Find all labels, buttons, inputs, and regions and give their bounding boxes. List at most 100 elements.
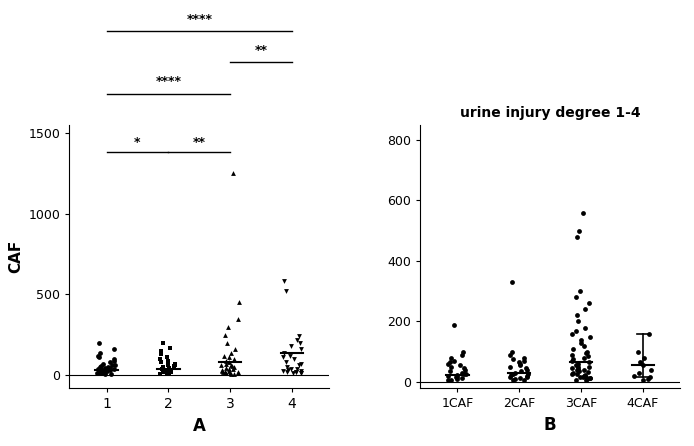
Point [505,374,516,381]
Point [566,330,577,337]
Point [221,370,232,377]
Point [291,365,303,372]
X-axis label: B: B [544,416,557,434]
Point [163,364,174,372]
Point [226,371,237,378]
Point [165,367,176,374]
Point [234,299,245,306]
Point [92,370,103,377]
Point [108,357,119,364]
Point [228,365,239,372]
Point [644,374,655,381]
Point [571,327,582,334]
Point [99,368,110,375]
Point [155,355,166,363]
Point [169,362,180,369]
Point [509,376,520,383]
Point [584,333,595,340]
Point [445,359,456,366]
X-axis label: A: A [193,417,206,434]
Point [162,369,173,376]
Point [632,348,643,355]
Point [584,374,595,381]
Point [223,367,235,374]
Point [290,368,301,376]
Point [571,233,582,240]
Point [580,350,591,357]
Point [158,339,169,347]
Point [107,362,118,369]
Point [582,376,593,383]
Point [228,355,239,363]
Point [573,368,584,375]
Point [163,357,174,364]
Point [514,359,525,366]
Point [108,346,119,353]
Point [584,359,595,366]
Point [295,370,306,377]
Point [582,369,593,376]
Point [520,365,532,372]
Point [95,368,106,376]
Point [278,367,289,374]
Point [108,365,119,372]
Point [160,369,171,376]
Point [94,339,105,347]
Point [456,369,467,376]
Point [570,362,582,369]
Point [628,372,639,380]
Point [280,359,291,366]
Point [162,371,173,378]
Point [446,363,457,371]
Point [226,361,237,368]
Point [581,373,592,380]
Point [514,362,525,369]
Point [295,339,306,347]
Point [445,368,456,375]
Point [223,359,235,366]
Point [228,370,239,377]
Point [296,368,307,375]
Point [570,376,582,383]
Point [514,375,525,382]
Point [567,371,578,378]
Point [281,363,292,371]
Point [577,209,589,216]
Point [94,363,105,371]
Point [232,369,243,376]
Point [99,371,110,378]
Point [507,356,518,363]
Text: *: * [134,136,141,149]
Point [97,370,108,377]
Point [571,366,582,373]
Point [573,366,584,373]
Point [634,369,645,376]
Text: ****: **** [155,75,181,88]
Point [156,365,167,372]
Point [572,370,583,377]
Point [573,227,584,234]
Point [521,372,532,380]
Point [278,354,289,361]
Point [582,348,593,355]
Point [578,354,589,361]
Point [282,367,293,374]
Point [571,312,582,319]
Point [165,368,176,375]
Point [279,278,290,285]
Point [460,371,471,378]
Point [568,345,579,352]
Point [280,288,291,295]
Point [232,315,244,322]
Point [94,369,105,376]
Point [163,366,174,373]
Point [516,368,527,375]
Point [575,336,586,343]
Point [95,349,106,356]
Point [289,355,300,363]
Point [155,351,167,358]
Point [443,372,454,380]
Point [157,363,168,371]
Point [164,370,175,377]
Point [218,368,229,376]
